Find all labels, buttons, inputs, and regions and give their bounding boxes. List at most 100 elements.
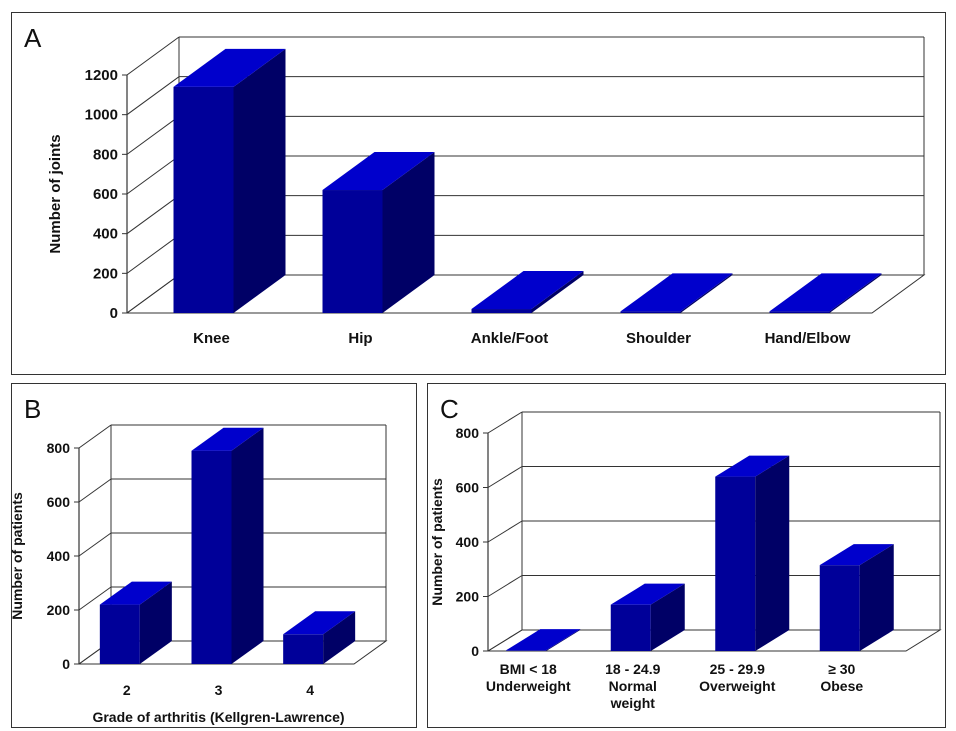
bar-front: [283, 634, 324, 664]
bar-front: [769, 311, 830, 313]
ytick-label: 800: [456, 425, 480, 441]
category-label: Shoulder: [626, 330, 691, 347]
bar-top: [471, 271, 584, 310]
y-axis-label: Number of joints: [47, 134, 64, 253]
bar: [471, 271, 584, 313]
ytick-label: 1200: [85, 67, 118, 84]
bar-side: [139, 581, 172, 664]
ytick-label: 1000: [85, 107, 118, 124]
bar-side: [382, 152, 435, 313]
bar-side: [859, 544, 894, 651]
chart-a: 0 200 400 600 800 1000 1200 Number of joints Kne…: [47, 36, 926, 347]
bar-front: [620, 311, 681, 313]
category-label: Hand/Elbow: [765, 330, 851, 347]
ytick-label: 600: [456, 480, 480, 496]
panel-a: A 0 200 400 600 800 1000 1200 Number of joints K…: [11, 12, 946, 375]
gridline-side: [126, 115, 180, 155]
bar-top: [173, 48, 286, 87]
floor: [486, 629, 942, 652]
gridline-side: [126, 36, 180, 76]
ytick-label: 400: [93, 226, 118, 243]
category-label: 25 - 29.9 Overweight: [699, 661, 776, 694]
chart-a-bars: [173, 48, 882, 314]
chart-b-xticks: 2 3 4: [123, 682, 314, 698]
chart-c-yticks: 0 200 400 600 800: [456, 425, 488, 659]
bar: [610, 583, 685, 651]
chart-b-yticks: 0 200 400 600 800: [47, 440, 79, 672]
gridline-side: [126, 234, 180, 274]
bar-front: [322, 190, 383, 313]
category-label: 4: [306, 682, 314, 698]
bar-front: [506, 650, 547, 651]
chart-a-yticks: 0 200 400 600 800 1000 1200: [85, 67, 127, 322]
gridline-side: [78, 424, 112, 449]
bar-top: [769, 273, 882, 312]
category-label: ≥ 30 Obese: [820, 661, 863, 694]
bar-front: [191, 450, 232, 664]
gridline-side: [126, 155, 180, 195]
panel-b-letter: B: [24, 394, 42, 424]
chart-b-bars: [99, 427, 356, 664]
x-axis-label: Grade of arthritis (Kellgren-Lawrence): [92, 709, 344, 725]
bar-side: [323, 611, 356, 664]
bar: [620, 273, 733, 313]
bar: [322, 152, 435, 313]
bar: [769, 273, 882, 313]
chart-c-bars: [506, 455, 894, 651]
bar: [715, 455, 790, 651]
gridline-side: [78, 586, 112, 611]
bar-side: [650, 583, 685, 651]
bar-side: [755, 455, 790, 651]
gridline-side: [487, 575, 523, 597]
bar-side: [233, 48, 286, 314]
ytick-label: 200: [47, 602, 71, 618]
ytick-label: 800: [47, 440, 71, 456]
ytick-label: 600: [93, 186, 118, 203]
gridline-side: [487, 466, 523, 488]
chart-c: 0 200 400 600 800 Number of patients BMI < 18 U…: [429, 411, 942, 711]
ytick-label: 0: [471, 643, 479, 659]
panel-b: B 0 200 400 600 800 Number of patients 2 3 4 Grad…: [9, 383, 417, 728]
bar-top: [819, 544, 894, 566]
bar-front: [610, 604, 651, 651]
category-label: Ankle/Foot: [471, 330, 549, 347]
gridline-side: [126, 195, 180, 235]
panel-c: C 0 200 400 600 800 Number of patients BMI < 1…: [427, 383, 946, 728]
bar-top: [322, 152, 435, 191]
bar-side: [531, 271, 584, 313]
chart-b-grid: [77, 424, 388, 665]
chart-b: 0 200 400 600 800 Number of patients 2 3 4 Grade …: [9, 424, 388, 725]
bar-side: [546, 629, 581, 651]
gridline-side: [487, 411, 523, 434]
bar: [99, 581, 172, 664]
bar-top: [191, 427, 264, 451]
bar-side: [680, 273, 733, 313]
bar: [173, 48, 286, 314]
bar-top: [715, 455, 790, 477]
bar: [506, 629, 581, 651]
bar-front: [471, 309, 532, 313]
bar-front: [173, 86, 234, 314]
ytick-label: 400: [47, 548, 71, 564]
bar-top: [610, 583, 685, 605]
gridline-side: [78, 478, 112, 503]
bar-front: [715, 476, 756, 651]
ytick-label: 200: [456, 589, 480, 605]
ytick-label: 200: [93, 265, 118, 282]
category-label: Hip: [348, 330, 372, 347]
ytick-label: 400: [456, 534, 480, 550]
bar-front: [819, 565, 860, 651]
category-label: BMI < 18 Underweight: [486, 661, 571, 694]
gridline-side: [487, 520, 523, 543]
bar: [191, 427, 264, 664]
bar-top: [506, 629, 581, 651]
category-label: 2: [123, 682, 131, 698]
bar-side: [231, 427, 264, 664]
panel-a-letter: A: [24, 23, 42, 53]
ytick-label: 600: [47, 494, 71, 510]
gridline-side: [126, 76, 180, 116]
ytick-label: 0: [62, 656, 70, 672]
panel-c-letter: C: [440, 394, 459, 424]
chart-c-xticks: BMI < 18 Underweight 18 - 24.9 Normal weight…: [486, 661, 863, 711]
category-label: Knee: [193, 330, 230, 347]
